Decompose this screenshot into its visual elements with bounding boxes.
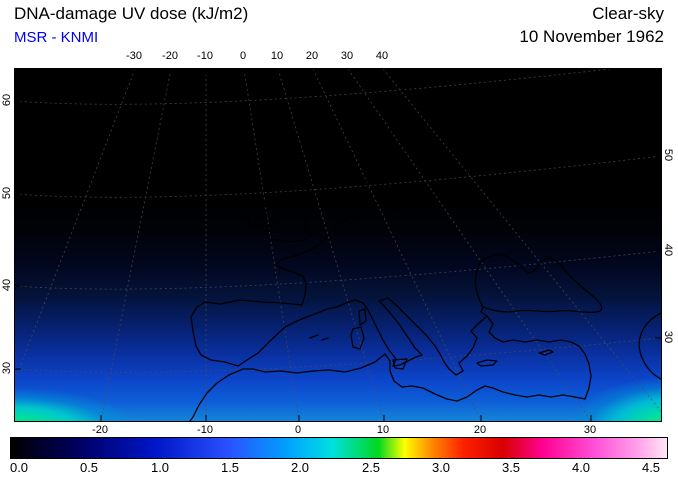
lon-tick-label-top: -20 (162, 50, 178, 62)
colorbar-tick-label: 0.0 (9, 460, 29, 475)
lon-tick-label-bottom: 20 (473, 424, 487, 436)
lat-tick-label-right: 40 (662, 243, 674, 257)
lon-tick-label-bottom: -20 (92, 424, 108, 436)
lat-tick-label-left: 50 (1, 186, 13, 200)
lon-tick-label-bottom: 0 (294, 424, 302, 436)
lat-tick-label-right: 30 (662, 330, 674, 344)
lat-tick-label-right: 50 (662, 148, 674, 162)
axis-tick-marks (15, 69, 661, 421)
lon-tick-label-bottom: 10 (376, 424, 390, 436)
colorbar-tick-label: 3.5 (501, 460, 521, 475)
colorbar-tick-label: 4.0 (571, 460, 591, 475)
sky-condition-label: Clear-sky (592, 4, 664, 23)
colorbar-tick-label: 2.0 (290, 460, 310, 475)
colorbar-tick-label: 1.0 (150, 460, 170, 475)
lon-tick-label-top: 10 (270, 50, 284, 62)
lon-tick-label-bottom: 30 (583, 424, 597, 436)
colorbar-tick-label: 4.5 (641, 460, 661, 475)
colorbar-tick-label: 0.5 (79, 460, 99, 475)
graticule-lines (15, 69, 661, 421)
colorbar-tick-label: 2.5 (361, 460, 381, 475)
lat-tick-label-left: 30 (1, 361, 13, 375)
chart-source: MSR - KNMI (14, 29, 99, 46)
coastlines (189, 110, 661, 421)
colorbar-tick-label: 3.0 (431, 460, 451, 475)
uv-dose-field (15, 69, 661, 421)
lon-tick-label-top: -30 (126, 50, 142, 62)
lon-tick-label-top: -10 (197, 50, 213, 62)
lon-tick-label-top: 0 (239, 50, 247, 62)
lon-tick-label-bottom: -10 (197, 424, 213, 436)
lat-tick-label-left: 60 (1, 93, 13, 107)
chart-date: 10 November 1962 (519, 27, 664, 46)
colorbar-tick-label: 1.5 (220, 460, 240, 475)
colorbar-gradient (10, 437, 668, 459)
lon-tick-label-top: 30 (340, 50, 354, 62)
lat-tick-label-left: 40 (1, 278, 13, 292)
map-canvas (14, 68, 662, 422)
lon-tick-label-top: 40 (375, 50, 389, 62)
chart-title: DNA-damage UV dose (kJ/m2) (14, 4, 249, 23)
map-overlay (15, 69, 661, 421)
lon-tick-label-top: 20 (305, 50, 319, 62)
